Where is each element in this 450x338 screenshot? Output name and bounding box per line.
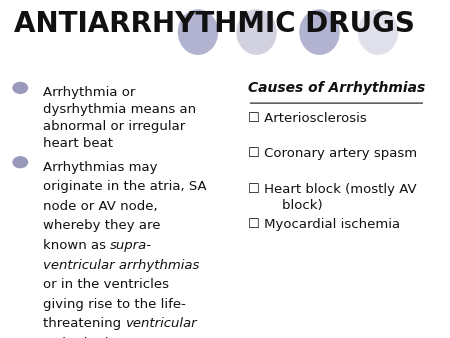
Text: giving rise to the life-: giving rise to the life- — [43, 298, 185, 311]
Circle shape — [13, 82, 27, 93]
Text: Arrhythmias may: Arrhythmias may — [43, 161, 157, 173]
Ellipse shape — [236, 9, 277, 55]
Text: node or AV node,: node or AV node, — [43, 200, 158, 213]
Text: ☐ Coronary artery spasm: ☐ Coronary artery spasm — [248, 147, 417, 160]
Ellipse shape — [178, 9, 218, 55]
Circle shape — [13, 157, 27, 168]
Text: supra-: supra- — [110, 239, 152, 252]
Text: Arrhythmia or
dysrhythmia means an
abnormal or irregular
heart beat: Arrhythmia or dysrhythmia means an abnor… — [43, 86, 196, 150]
Ellipse shape — [358, 9, 398, 55]
Text: arrhythmias: arrhythmias — [43, 337, 123, 338]
Text: or in the ventricles: or in the ventricles — [43, 278, 169, 291]
Text: ventricular: ventricular — [125, 317, 197, 330]
Ellipse shape — [299, 9, 340, 55]
Text: whereby they are: whereby they are — [43, 219, 160, 232]
Text: ventricular arrhythmias: ventricular arrhythmias — [43, 259, 199, 271]
Text: ☐ Heart block (mostly AV
        block): ☐ Heart block (mostly AV block) — [248, 183, 416, 212]
Text: Causes of Arrhythmias: Causes of Arrhythmias — [248, 81, 425, 95]
Text: ANTIARRHYTHMIC DRUGS: ANTIARRHYTHMIC DRUGS — [14, 10, 414, 38]
Text: threatening: threatening — [43, 317, 125, 330]
Text: ☐ Arteriosclerosis: ☐ Arteriosclerosis — [248, 112, 366, 124]
Text: originate in the atria, SA: originate in the atria, SA — [43, 180, 207, 193]
Text: ☐ Myocardial ischemia: ☐ Myocardial ischemia — [248, 218, 400, 231]
Text: known as: known as — [43, 239, 110, 252]
